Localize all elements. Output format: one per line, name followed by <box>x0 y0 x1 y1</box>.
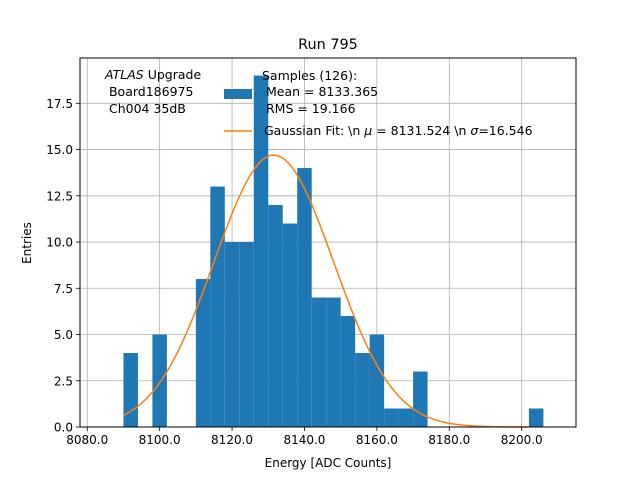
histogram-bar <box>355 353 370 427</box>
x-axis-ticks: 8080.0 8100.0 8120.0 8140.0 8160.0 8180.0 8200… <box>66 427 543 447</box>
y-tick-label: 17.5 <box>46 97 73 111</box>
annotation-line-2: Board186975 <box>105 84 193 99</box>
histogram-bar <box>123 353 138 427</box>
x-axis-label: Energy [ADC Counts] <box>265 456 392 470</box>
legend-samples-line-1: Samples (126): <box>262 68 357 83</box>
histogram-bar <box>413 371 428 427</box>
legend-samples-line-2: Mean = 8133.365 <box>262 84 378 99</box>
x-tick-label: 8160.0 <box>356 433 398 447</box>
histogram-bar <box>398 408 414 427</box>
histogram-bar <box>282 223 298 427</box>
legend: Samples (126): Mean = 8133.365 RMS = 19.… <box>224 68 533 138</box>
x-tick-label: 8200.0 <box>501 433 543 447</box>
y-axis-label: Entries <box>20 222 34 264</box>
histogram-bar <box>311 297 327 427</box>
y-tick-label: 10.0 <box>46 236 73 250</box>
x-tick-label: 8120.0 <box>211 433 253 447</box>
histogram-bar <box>340 316 356 427</box>
x-tick-label: 8140.0 <box>283 433 325 447</box>
legend-samples-line-3: RMS = 19.166 <box>262 101 356 116</box>
histogram-bar <box>268 205 283 427</box>
atlas-annotation: ATLAS Upgrade Board186975 Ch004 35dB <box>104 67 201 116</box>
histogram-bar <box>369 334 385 427</box>
y-tick-label: 15.0 <box>46 143 73 157</box>
histogram-bar <box>384 408 399 427</box>
gaussian-fit-curve <box>123 154 529 428</box>
histogram-bar <box>253 75 269 428</box>
legend-samples-swatch <box>224 89 252 99</box>
histogram-bar <box>326 297 341 427</box>
grid-lines <box>80 58 576 428</box>
y-tick-label: 5.0 <box>54 328 73 342</box>
histogram-bar <box>239 242 254 427</box>
chart-title: Run 795 <box>298 37 358 53</box>
y-axis-ticks: 0.0 2.5 5.0 7.5 10.0 12.5 15.0 17.5 <box>46 97 80 435</box>
y-tick-label: 2.5 <box>54 374 73 388</box>
histogram-bar <box>297 168 312 428</box>
legend-fit-label: Gaussian Fit: \n μ = 8131.524 \n σ=16.54… <box>264 123 533 138</box>
plot-frame <box>79 57 577 428</box>
histogram-bar <box>224 242 240 427</box>
histogram-bar <box>195 279 211 427</box>
histogram-bar <box>528 408 544 427</box>
y-tick-label: 0.0 <box>54 421 73 435</box>
x-tick-label: 8080.0 <box>66 433 108 447</box>
annotation-line-1: ATLAS Upgrade <box>104 67 201 82</box>
y-tick-label: 7.5 <box>54 282 73 296</box>
x-tick-label: 8100.0 <box>139 433 181 447</box>
y-tick-label: 12.5 <box>46 189 73 203</box>
annotation-line-3: Ch004 35dB <box>105 101 186 116</box>
histogram-bar <box>152 334 167 427</box>
x-tick-label: 8180.0 <box>428 433 470 447</box>
histogram-bar <box>210 186 225 427</box>
